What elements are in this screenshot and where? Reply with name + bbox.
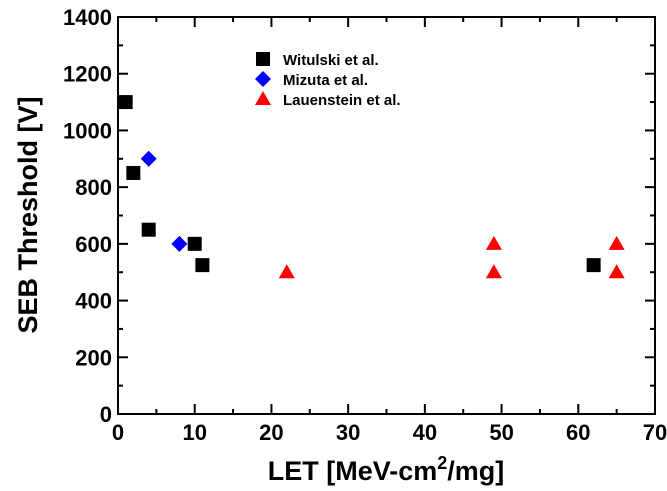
legend-label: Lauenstein et al. (283, 92, 401, 109)
x-tick-label: 0 (112, 420, 124, 445)
legend-marker-square (256, 52, 270, 66)
y-tick-label: 1000 (63, 118, 112, 143)
legend-label: Mizuta et al. (283, 72, 368, 89)
y-tick-label: 1200 (63, 62, 112, 87)
legend: Witulski et al. Mizuta et al. Lauenstein e… (255, 52, 401, 109)
x-tick-label: 70 (643, 420, 667, 445)
x-tick-labels: 0 10 20 30 40 50 60 70 (112, 420, 667, 445)
legend-marker-triangle (255, 91, 271, 105)
data-point-triangle (608, 264, 625, 279)
axis-ticks (117, 16, 656, 415)
x-axis-label: LET [MeV-cm2/mg] (268, 453, 505, 486)
data-point-triangle (485, 264, 502, 279)
plot-frame (117, 16, 656, 415)
y-tick-label: 400 (75, 289, 112, 314)
data-point-square (187, 236, 202, 251)
data-point-triangle (608, 235, 625, 250)
data-point-square (141, 222, 156, 237)
y-tick-label: 1400 (63, 5, 112, 30)
legend-marker-diamond (255, 71, 271, 87)
y-axis-label: SEB Threshold [V] (13, 96, 43, 333)
y-tick-labels: 0 200 400 600 800 1000 1200 1400 (63, 5, 112, 427)
y-tick-label: 800 (75, 175, 112, 200)
data-point-square (195, 258, 210, 273)
legend-label: Witulski et al. (283, 52, 379, 69)
data-point-triangle (485, 235, 502, 250)
data-point-diamond (140, 150, 157, 167)
x-tick-label: 20 (259, 420, 283, 445)
x-tick-label: 40 (413, 420, 437, 445)
data-point-square (118, 95, 133, 110)
x-tick-label: 60 (566, 420, 590, 445)
data-point-square (586, 258, 601, 273)
y-tick-label: 0 (100, 402, 112, 427)
x-tick-label: 30 (336, 420, 360, 445)
data-point-triangle (278, 264, 295, 279)
data-point-diamond (171, 235, 188, 252)
y-tick-label: 600 (75, 232, 112, 257)
data-point-square (126, 165, 141, 180)
x-tick-label: 50 (489, 420, 513, 445)
data-markers (118, 95, 625, 279)
x-tick-label: 10 (182, 420, 206, 445)
y-tick-label: 200 (75, 345, 112, 370)
